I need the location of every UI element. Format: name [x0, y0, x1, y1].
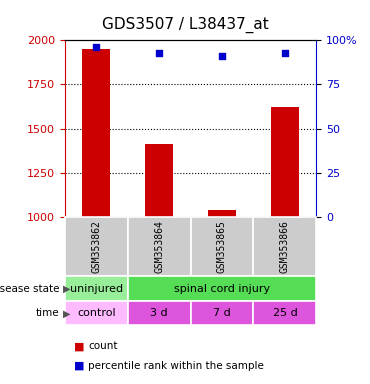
- Text: time: time: [36, 308, 59, 318]
- Text: ■: ■: [74, 341, 84, 351]
- Text: ■: ■: [74, 361, 84, 371]
- Text: spinal cord injury: spinal cord injury: [174, 284, 270, 294]
- Text: disease state: disease state: [0, 284, 59, 294]
- Text: uninjured: uninjured: [70, 284, 123, 294]
- Text: 3 d: 3 d: [150, 308, 168, 318]
- Text: GSM353862: GSM353862: [91, 220, 101, 273]
- Bar: [208, 210, 236, 217]
- Bar: [145, 144, 173, 217]
- Point: [93, 44, 99, 50]
- Point: [282, 50, 288, 56]
- Text: GDS3507 / L38437_at: GDS3507 / L38437_at: [102, 17, 268, 33]
- Text: control: control: [77, 308, 115, 318]
- Text: GSM353865: GSM353865: [217, 220, 227, 273]
- Text: count: count: [88, 341, 118, 351]
- Text: ▶: ▶: [63, 284, 70, 294]
- Text: ▶: ▶: [63, 308, 70, 318]
- Bar: [82, 49, 110, 217]
- Text: 7 d: 7 d: [213, 308, 231, 318]
- Text: GSM353864: GSM353864: [154, 220, 164, 273]
- Text: 25 d: 25 d: [273, 308, 297, 318]
- Point: [219, 53, 225, 59]
- Bar: [271, 108, 299, 217]
- Text: percentile rank within the sample: percentile rank within the sample: [88, 361, 264, 371]
- Text: GSM353866: GSM353866: [280, 220, 290, 273]
- Point: [156, 50, 162, 56]
